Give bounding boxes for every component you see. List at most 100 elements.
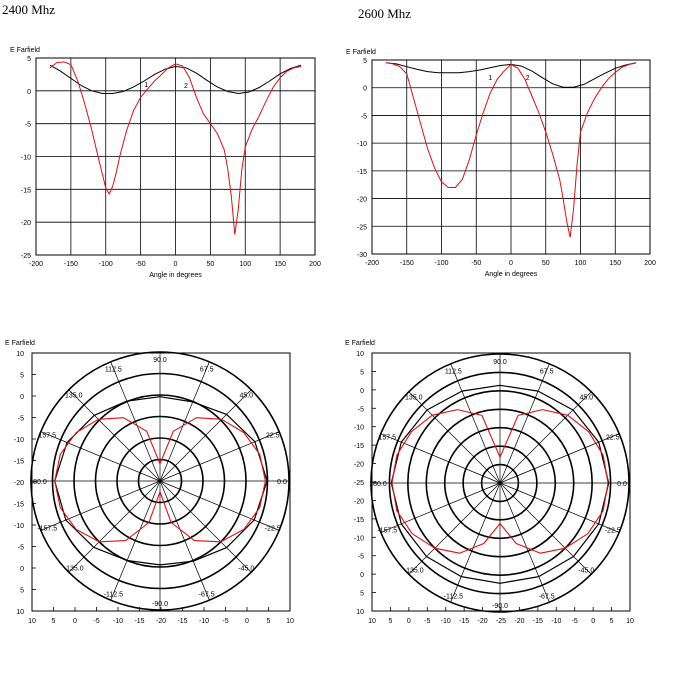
x-axis-label: Angle in degrees [149,272,202,279]
x-tick-label: 5 [267,618,271,625]
angle-label: 0.0 [277,479,287,486]
x-tick-label: -5 [572,618,578,625]
x-tick-label: 200 [644,260,656,267]
x-tick-label: -20 [478,618,488,625]
angle-label: -157.5 [37,526,57,533]
cartesian-plot-1 [371,59,651,255]
polar-spoke [110,361,161,482]
frequency-heading-2600: 2600 Mhz [358,6,412,21]
polar-spoke [40,480,161,531]
angle-label: 67.5 [540,368,554,375]
x-tick-label: -10 [551,618,561,625]
angle-label: -22.5 [605,528,621,535]
angle-label: 45.0 [579,395,593,402]
series-line-1 [49,61,302,235]
polar-spoke [159,480,280,531]
y-tick-label: -10 [14,523,24,530]
y-tick-label: -5 [361,113,367,120]
polar-spoke [159,480,252,573]
angle-label: 157.5 [379,434,397,441]
y-tick-label: -15 [21,187,31,194]
y-tick-label: -25 [354,480,364,487]
y-tick-label: 0 [20,394,24,401]
y-tick-label: -20 [354,498,364,505]
x-tick-label: -15 [533,618,543,625]
y-axis-label: E Farfield [10,47,40,54]
polar-plot-3 [370,352,631,613]
angle-label: 90.0 [493,359,507,366]
curve-marker-label: 2 [526,75,530,82]
x-tick-label: 10 [368,618,376,625]
y-tick-label: -25 [357,224,367,231]
x-tick-label: 0 [407,618,411,625]
x-tick-label: -200 [29,261,43,268]
y-tick-label: -15 [354,517,364,524]
angle-label: -157.5 [377,528,397,535]
polar-spoke [380,433,501,484]
angle-label: -135.0 [404,567,424,574]
angle-label: -45.0 [238,565,254,572]
x-tick-label: 5 [52,618,56,625]
y-tick-label: -10 [357,141,367,148]
y-tick-label: -30 [357,252,367,259]
polar-spoke [499,482,620,533]
y-tick-label: 5 [27,56,31,63]
y-tick-label: -5 [358,406,364,413]
polar-plot-2 [30,351,291,612]
angle-label: 22.5 [266,432,280,439]
polar-spoke [408,482,501,575]
curve-marker-label: 1 [144,82,148,89]
y-tick-label: 10 [16,351,24,358]
angle-label: -112.5 [104,592,123,599]
x-tick-label: 5 [610,618,614,625]
y-tick-label: 0 [363,86,367,93]
x-tick-label: 200 [309,261,321,268]
y-tick-label: 0 [27,89,31,96]
y-tick-label: -15 [14,459,24,466]
x-tick-label: 150 [274,261,286,268]
y-tick-label: 10 [356,609,364,616]
x-tick-label: -20 [514,618,524,625]
x-tick-label: -5 [222,618,228,625]
polar-spoke [499,363,550,484]
x-tick-label: 10 [626,618,634,625]
x-tick-label: 50 [542,260,550,267]
y-tick-label: -20 [14,480,24,487]
angle-label: -112.5 [444,594,463,601]
angle-label: 157.5 [39,432,57,439]
polar-spoke [40,431,161,482]
x-tick-label: -15 [459,618,469,625]
y-tick-label: -20 [354,462,364,469]
y-tick-label: 10 [16,609,24,616]
y-axis-label: E Farfield [346,49,376,56]
x-tick-label: -15 [177,618,187,625]
y-axis-label: E Farfield [5,340,35,347]
polar-spoke [110,480,161,601]
y-tick-label: -15 [14,502,24,509]
y-tick-label: 5 [363,58,367,65]
y-tick-label: 10 [356,351,364,358]
x-tick-label: -10 [441,618,451,625]
angle-label: 180.0 [369,481,387,488]
angle-label: -22.5 [265,526,281,533]
x-axis-label: Angle in degrees [485,271,538,278]
polar-spoke [499,391,592,484]
x-tick-label: -5 [93,618,99,625]
curve-marker-label: 1 [488,75,492,82]
x-tick-label: 0 [509,260,513,267]
y-tick-label: 5 [20,373,24,380]
series-curve-1 [391,409,609,554]
y-tick-label: 0 [20,566,24,573]
angle-label: -67.5 [539,594,555,601]
polar-spoke [408,391,501,484]
y-tick-label: 0 [360,388,364,395]
x-tick-label: 0 [174,261,178,268]
y-tick-label: -10 [21,155,31,162]
polar-spoke [499,482,550,603]
x-tick-label: 50 [206,261,214,268]
y-tick-label: -10 [354,535,364,542]
x-tick-label: -100 [99,261,113,268]
x-tick-label: -20 [156,618,166,625]
polar-spoke [68,480,161,573]
polar-spoke [68,389,161,482]
